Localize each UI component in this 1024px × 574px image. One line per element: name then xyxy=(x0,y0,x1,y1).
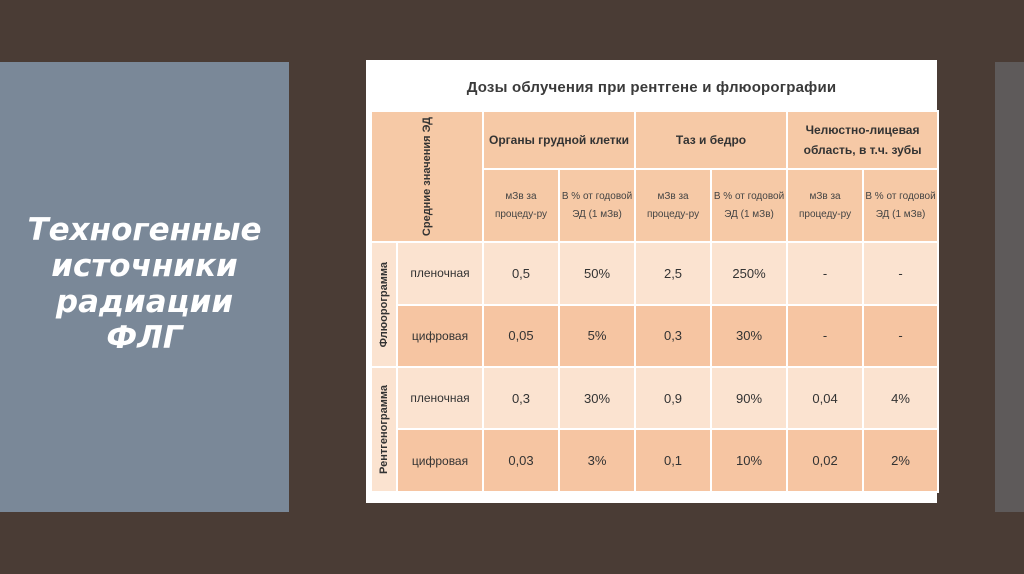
value-cell: 2% xyxy=(862,428,940,493)
value-cell: 50% xyxy=(557,241,637,306)
corner-label: Средние значения ЭД xyxy=(421,116,433,237)
value-cell: - xyxy=(786,303,865,368)
value-cell: 0,03 xyxy=(482,428,560,493)
value-cell: 90% xyxy=(710,365,789,431)
value-cell: 250% xyxy=(710,241,789,306)
sub-header-msv: мЗв за процеду-ру xyxy=(786,168,865,244)
dose-table: Средние значения ЭД Органы грудной клетк… xyxy=(370,109,940,494)
value-cell: 0,9 xyxy=(634,365,713,431)
value-cell: 0,04 xyxy=(786,365,865,431)
value-cell: 0,5 xyxy=(482,241,560,306)
section-label-cell: Рентгенограмма xyxy=(370,365,398,494)
sub-header-msv: мЗв за процеду-ру xyxy=(482,168,560,244)
value-cell: 0,1 xyxy=(634,428,713,493)
table-title: Дозы облучения при рентгене и флюорограф… xyxy=(466,79,837,96)
corner-header-cell: Средние значения ЭД xyxy=(370,109,484,244)
value-cell: 4% xyxy=(862,365,940,431)
row-label: пленочная xyxy=(396,241,484,306)
value-cell: - xyxy=(862,303,940,368)
section-label: Рентгенограмма xyxy=(378,385,390,474)
value-cell: - xyxy=(862,241,940,306)
title-panel: Техногенные источники радиации ФЛГ xyxy=(0,62,289,512)
value-cell: 0,02 xyxy=(786,428,865,493)
group-header-chest: Органы грудной клетки xyxy=(481,109,637,171)
table-row: цифровая 0,05 5% 0,3 30% - - xyxy=(371,303,940,368)
value-cell: 30% xyxy=(710,303,789,368)
group-header-pelvis: Таз и бедро xyxy=(634,109,789,171)
row-label: пленочная xyxy=(396,365,484,431)
value-cell: - xyxy=(786,241,865,306)
row-label: цифровая xyxy=(396,303,484,368)
sub-header-msv: мЗв за процеду-ру xyxy=(634,168,713,244)
value-cell: 5% xyxy=(557,303,637,368)
value-cell: 10% xyxy=(710,428,789,493)
value-cell: 2,5 xyxy=(634,241,713,306)
value-cell: 0,3 xyxy=(482,365,560,431)
group-header-jaw: Челюстно-лицевая область, в т.ч. зубы xyxy=(786,109,940,171)
table-row: цифровая 0,03 3% 0,1 10% 0,02 2% xyxy=(371,428,940,493)
table-row: Флюорограмма пленочная 0,5 50% 2,5 250% … xyxy=(370,241,940,368)
value-cell: 30% xyxy=(557,365,637,431)
side-panel xyxy=(995,62,1024,512)
value-cell: 0,3 xyxy=(634,303,713,368)
sub-header-percent: В % от годовой ЭД (1 мЗв) xyxy=(862,168,940,244)
sub-header-percent: В % от годовой ЭД (1 мЗв) xyxy=(557,168,637,244)
sub-header-percent: В % от годовой ЭД (1 мЗв) xyxy=(710,168,789,244)
slide-title: Техногенные источники радиации ФЛГ xyxy=(27,212,262,356)
table-row: Рентгенограмма пленочная 0,3 30% 0,9 90%… xyxy=(370,365,940,494)
row-label: цифровая xyxy=(396,428,484,493)
value-cell: 3% xyxy=(557,428,637,493)
section-label-cell: Флюорограмма xyxy=(370,241,398,368)
section-label: Флюорограмма xyxy=(378,261,390,348)
dose-table-card: Дозы облучения при рентгене и флюорограф… xyxy=(366,60,940,503)
value-cell: 0,05 xyxy=(482,303,560,368)
